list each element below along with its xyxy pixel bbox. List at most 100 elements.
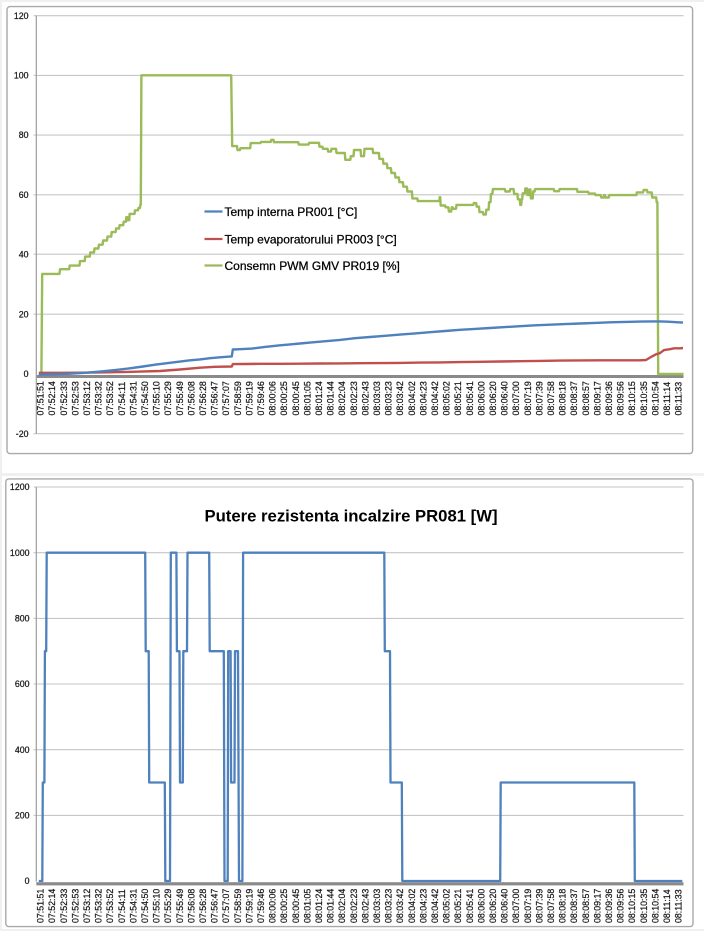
- svg-text:08:11:33: 08:11:33: [674, 889, 684, 923]
- svg-text:08:05:21: 08:05:21: [453, 889, 463, 923]
- svg-text:07:59:46: 07:59:46: [256, 889, 266, 923]
- svg-text:08:00:45: 08:00:45: [291, 381, 301, 415]
- svg-text:08:05:41: 08:05:41: [465, 381, 475, 415]
- svg-text:07:56:47: 07:56:47: [210, 381, 220, 415]
- svg-text:07:52:33: 07:52:33: [59, 381, 69, 415]
- svg-text:08:02:04: 08:02:04: [337, 889, 347, 923]
- svg-text:07:57:07: 07:57:07: [221, 889, 231, 923]
- svg-text:07:55:10: 07:55:10: [152, 889, 162, 923]
- svg-text:200: 200: [15, 811, 30, 821]
- svg-text:07:53:52: 07:53:52: [105, 889, 115, 923]
- svg-text:40: 40: [19, 249, 29, 259]
- svg-text:08:05:21: 08:05:21: [453, 381, 463, 415]
- svg-text:07:59:19: 07:59:19: [244, 889, 254, 923]
- svg-text:07:54:11: 07:54:11: [117, 889, 127, 923]
- svg-text:08:10:54: 08:10:54: [650, 889, 660, 923]
- svg-text:08:10:35: 08:10:35: [639, 889, 649, 923]
- svg-text:07:59:19: 07:59:19: [244, 381, 254, 415]
- svg-text:08:03:42: 08:03:42: [395, 889, 405, 923]
- svg-text:08:09:56: 08:09:56: [616, 381, 626, 415]
- svg-text:08:04:02: 08:04:02: [407, 381, 417, 415]
- svg-text:20: 20: [19, 309, 29, 319]
- svg-text:08:01:05: 08:01:05: [302, 381, 312, 415]
- svg-text:07:56:08: 07:56:08: [186, 381, 196, 415]
- svg-text:07:59:46: 07:59:46: [256, 381, 266, 415]
- svg-text:08:06:40: 08:06:40: [500, 889, 510, 923]
- svg-text:07:55:49: 07:55:49: [175, 381, 185, 415]
- svg-text:07:56:47: 07:56:47: [210, 889, 220, 923]
- svg-text:08:09:36: 08:09:36: [604, 381, 614, 415]
- svg-text:07:54:50: 07:54:50: [140, 381, 150, 415]
- svg-text:07:54:50: 07:54:50: [140, 889, 150, 923]
- svg-text:08:04:42: 08:04:42: [430, 381, 440, 415]
- svg-text:07:56:28: 07:56:28: [198, 381, 208, 415]
- svg-text:07:52:53: 07:52:53: [70, 889, 80, 923]
- svg-text:08:03:42: 08:03:42: [395, 381, 405, 415]
- svg-text:120: 120: [14, 11, 29, 21]
- svg-text:08:05:02: 08:05:02: [442, 889, 452, 923]
- svg-text:08:08:57: 08:08:57: [581, 889, 591, 923]
- svg-text:07:53:32: 07:53:32: [94, 381, 104, 415]
- svg-text:08:02:43: 08:02:43: [360, 889, 370, 923]
- svg-text:08:06:40: 08:06:40: [500, 381, 510, 415]
- svg-text:07:51:51: 07:51:51: [36, 381, 46, 415]
- svg-text:07:51:51: 07:51:51: [36, 889, 46, 923]
- svg-text:800: 800: [15, 614, 30, 624]
- svg-text:07:53:52: 07:53:52: [105, 381, 115, 415]
- svg-text:08:01:44: 08:01:44: [326, 381, 336, 415]
- svg-text:08:03:03: 08:03:03: [372, 889, 382, 923]
- svg-text:07:53:32: 07:53:32: [94, 889, 104, 923]
- svg-text:Putere rezistenta incalzire PR: Putere rezistenta incalzire PR081 [W]: [204, 507, 497, 526]
- svg-text:0: 0: [25, 876, 30, 886]
- svg-text:07:57:07: 07:57:07: [221, 381, 231, 415]
- svg-text:08:08:18: 08:08:18: [558, 889, 568, 923]
- svg-text:400: 400: [15, 745, 30, 755]
- svg-text:07:58:59: 07:58:59: [233, 381, 243, 415]
- svg-text:08:05:41: 08:05:41: [465, 889, 475, 923]
- svg-text:08:07:58: 08:07:58: [546, 381, 556, 415]
- svg-text:07:52:33: 07:52:33: [59, 889, 69, 923]
- svg-text:08:06:00: 08:06:00: [476, 889, 486, 923]
- svg-text:08:03:03: 08:03:03: [372, 381, 382, 415]
- svg-text:1200: 1200: [10, 482, 30, 492]
- svg-text:08:06:20: 08:06:20: [488, 889, 498, 923]
- svg-text:08:06:20: 08:06:20: [488, 381, 498, 415]
- svg-text:08:08:57: 08:08:57: [581, 381, 591, 415]
- svg-text:07:56:28: 07:56:28: [198, 889, 208, 923]
- svg-text:08:08:37: 08:08:37: [569, 381, 579, 415]
- svg-text:08:09:17: 08:09:17: [592, 381, 602, 415]
- svg-text:07:55:49: 07:55:49: [175, 889, 185, 923]
- svg-text:08:06:00: 08:06:00: [476, 381, 486, 415]
- svg-text:07:54:31: 07:54:31: [128, 381, 138, 415]
- svg-text:08:07:00: 08:07:00: [511, 381, 521, 415]
- svg-text:08:07:19: 08:07:19: [523, 889, 533, 923]
- svg-text:08:02:04: 08:02:04: [337, 381, 347, 415]
- svg-text:08:00:25: 08:00:25: [279, 889, 289, 923]
- svg-text:08:04:23: 08:04:23: [418, 381, 428, 415]
- svg-text:08:01:24: 08:01:24: [314, 381, 324, 415]
- svg-text:07:55:29: 07:55:29: [163, 889, 173, 923]
- svg-text:600: 600: [15, 679, 30, 689]
- svg-text:08:09:36: 08:09:36: [604, 889, 614, 923]
- svg-text:08:04:02: 08:04:02: [407, 889, 417, 923]
- svg-text:60: 60: [19, 190, 29, 200]
- svg-text:08:00:06: 08:00:06: [268, 889, 278, 923]
- svg-text:08:04:23: 08:04:23: [418, 889, 428, 923]
- svg-text:08:07:39: 08:07:39: [534, 381, 544, 415]
- svg-text:08:11:14: 08:11:14: [662, 382, 672, 416]
- svg-text:1000: 1000: [10, 548, 30, 558]
- svg-text:08:10:54: 08:10:54: [650, 381, 660, 415]
- svg-text:08:01:44: 08:01:44: [326, 889, 336, 923]
- svg-text:08:07:39: 08:07:39: [534, 889, 544, 923]
- svg-text:08:09:17: 08:09:17: [592, 889, 602, 923]
- svg-text:07:55:10: 07:55:10: [152, 381, 162, 415]
- svg-text:07:52:14: 07:52:14: [47, 381, 57, 415]
- svg-text:07:55:29: 07:55:29: [163, 381, 173, 415]
- svg-text:08:05:02: 08:05:02: [442, 381, 452, 415]
- svg-text:-20: -20: [16, 429, 29, 439]
- svg-text:07:54:11: 07:54:11: [117, 382, 127, 416]
- svg-text:08:10:15: 08:10:15: [627, 381, 637, 415]
- svg-text:08:08:18: 08:08:18: [558, 381, 568, 415]
- svg-text:08:10:35: 08:10:35: [639, 381, 649, 415]
- svg-text:08:11:14: 08:11:14: [662, 889, 672, 923]
